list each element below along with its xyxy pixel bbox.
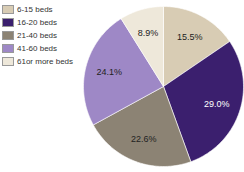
svg-text:24.1%: 24.1% (97, 67, 123, 77)
html-text:61or more beds: 61or more beds (17, 57, 73, 66)
html-text:21-40 beds: 21-40 beds (17, 31, 57, 40)
svg-text:8.9%: 8.9% (138, 28, 159, 38)
svg-text:29.0%: 29.0% (204, 99, 230, 109)
html-text:6-15 beds: 6-15 beds (17, 5, 53, 14)
html-text:16-20 beds: 16-20 beds (17, 18, 57, 27)
svg-text:15.5%: 15.5% (177, 32, 203, 42)
svg-text:22.6%: 22.6% (131, 134, 157, 144)
html-text:41-60 beds: 41-60 beds (17, 44, 57, 53)
